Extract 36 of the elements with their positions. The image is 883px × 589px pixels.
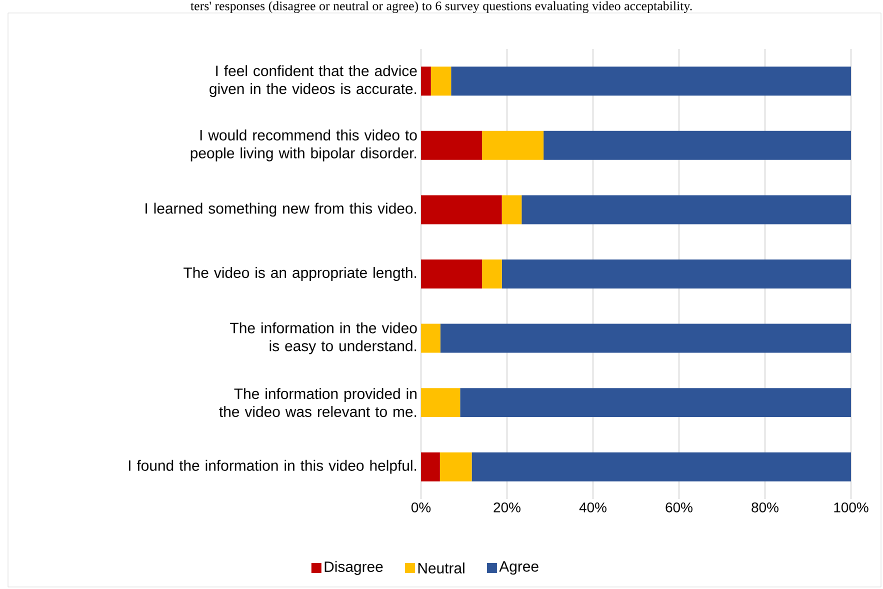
bar bbox=[430, 66, 452, 96]
bar bbox=[472, 452, 852, 482]
y-tick-label: The information in the video is easy to understand. bbox=[230, 322, 417, 354]
x-tick-label: 20% bbox=[494, 502, 520, 512]
bar bbox=[502, 195, 522, 224]
x-tick-label: 80% bbox=[752, 502, 778, 512]
bar bbox=[544, 130, 852, 160]
legend-label: Agree bbox=[499, 561, 538, 575]
bar bbox=[522, 195, 852, 224]
x-tick-label: 100% bbox=[834, 502, 868, 512]
bar bbox=[421, 195, 502, 224]
bar bbox=[421, 324, 440, 353]
x-tick-label: 0% bbox=[411, 502, 431, 512]
y-tick-label: I found the information in this video helpful. bbox=[128, 460, 416, 474]
bar bbox=[482, 259, 502, 288]
bar bbox=[421, 388, 460, 418]
bar bbox=[421, 66, 431, 96]
bar bbox=[502, 259, 852, 288]
x-tick-label: 40% bbox=[579, 502, 606, 512]
bar bbox=[421, 452, 440, 482]
bar bbox=[451, 66, 852, 96]
y-tick-label: I would recommend this video to people living with bipolar disorder. bbox=[190, 129, 417, 162]
bar bbox=[440, 324, 852, 353]
x-tick-label: 60% bbox=[666, 502, 692, 512]
bar bbox=[421, 130, 482, 160]
bar bbox=[440, 452, 472, 482]
bar bbox=[482, 130, 544, 160]
y-tick-label: The video is an appropriate length. bbox=[184, 267, 416, 281]
y-tick-label: I feel confident that the advice given in the videos is accurate. bbox=[210, 65, 417, 98]
legend-label: Disagree bbox=[324, 561, 383, 575]
bar bbox=[460, 388, 852, 418]
y-tick-label: The information provided in the video was relevant to me. bbox=[219, 388, 416, 418]
bar bbox=[421, 259, 482, 288]
chart-title: ters' responses (disagree or neutral or agree) to 6 survey questions evaluating video acceptability. bbox=[190, 1, 692, 13]
y-tick-label: I learned something new from this video. bbox=[146, 202, 416, 217]
legend-label: Neutral bbox=[418, 562, 464, 574]
